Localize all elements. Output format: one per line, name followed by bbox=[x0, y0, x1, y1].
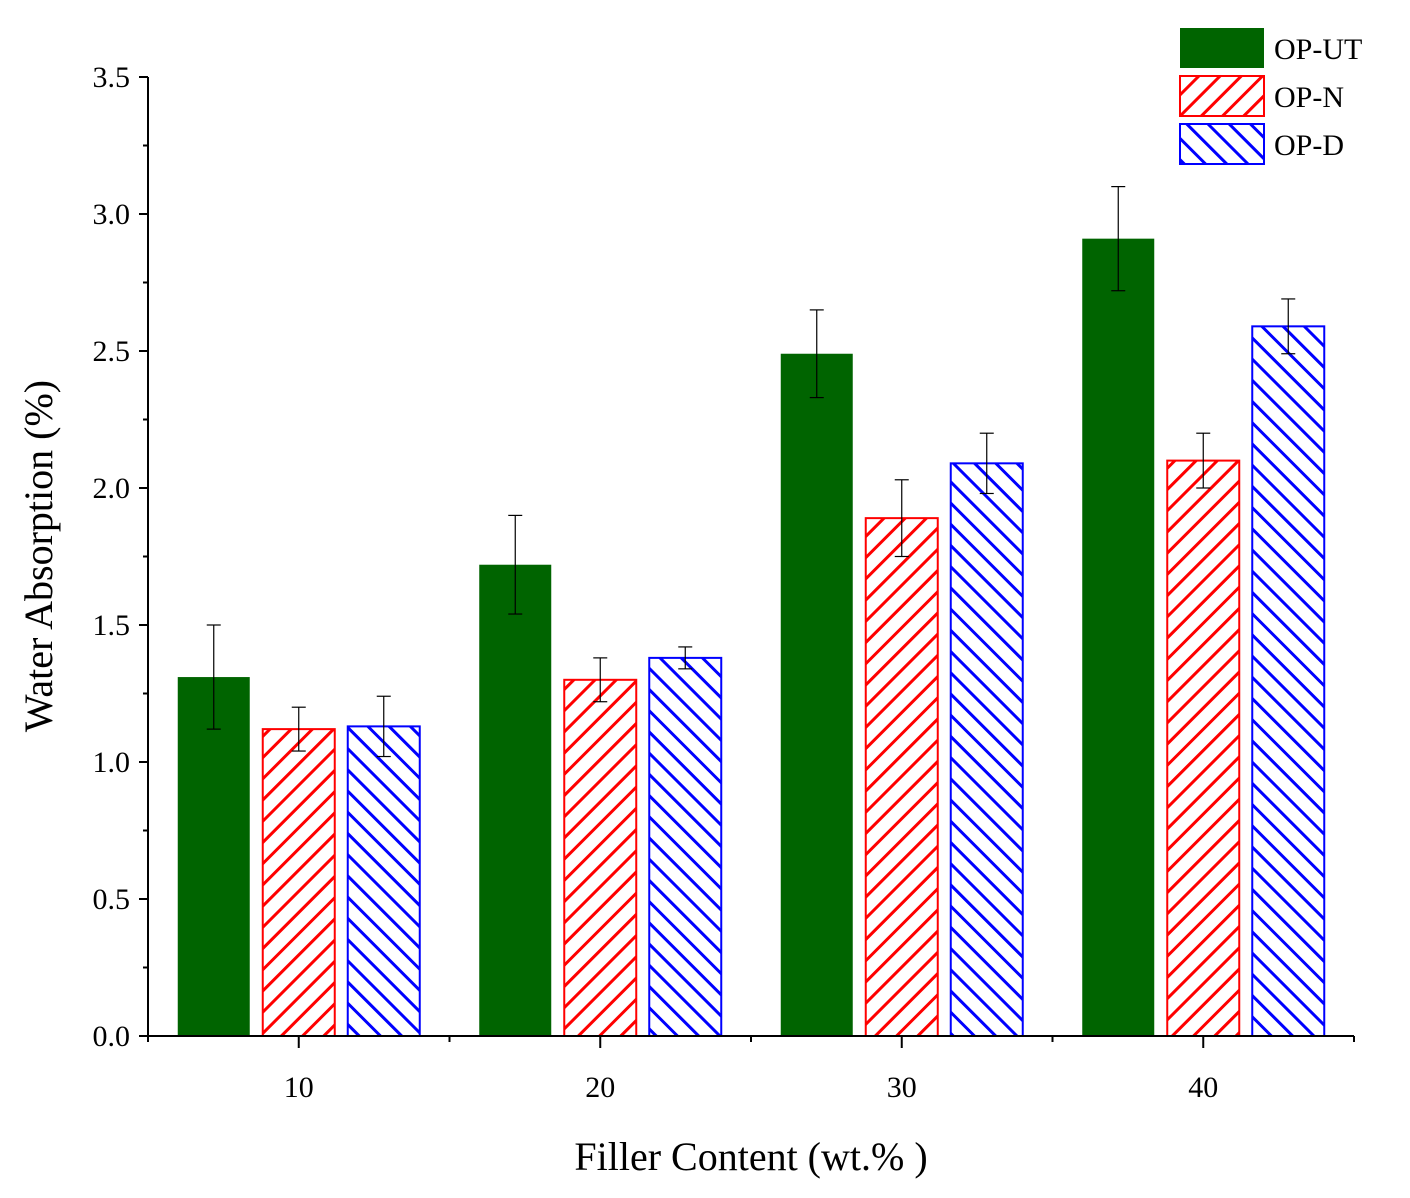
bar-op-n-10 bbox=[261, 728, 336, 1037]
legend-swatch-op-d bbox=[1179, 123, 1265, 165]
x-tick-label: 40 bbox=[1188, 1071, 1218, 1104]
bar-op-ut-20 bbox=[479, 564, 552, 1036]
y-tick-label: 2.5 bbox=[93, 335, 131, 368]
y-tick-label: 3.5 bbox=[93, 61, 131, 94]
y-tick-label: 1.5 bbox=[93, 609, 131, 642]
error-bar-op-d-40 bbox=[1281, 298, 1296, 355]
error-bar-op-n-30 bbox=[894, 479, 909, 558]
x-tick-label: 30 bbox=[887, 1071, 917, 1104]
error-bar-op-d-20 bbox=[678, 646, 693, 670]
bars-layer bbox=[177, 238, 1326, 1038]
y-axis-title: Water Absorption (%) bbox=[16, 380, 61, 732]
bar-op-ut-30 bbox=[780, 353, 853, 1036]
y-tick-label: 0.0 bbox=[93, 1020, 131, 1053]
bar-op-n-30 bbox=[864, 517, 939, 1037]
bar-op-n-20 bbox=[563, 678, 638, 1037]
bar-op-n-40 bbox=[1166, 459, 1241, 1038]
x-axis-title: Filler Content (wt.% ) bbox=[574, 1134, 927, 1179]
error-bar-op-n-10 bbox=[291, 706, 306, 752]
legend-label-op-d: OP-D bbox=[1274, 129, 1344, 162]
bar-op-d-10 bbox=[346, 725, 421, 1037]
legend-swatch-op-n bbox=[1179, 75, 1265, 117]
y-tick-label: 2.0 bbox=[93, 472, 131, 505]
legend-label-op-ut: OP-UT bbox=[1274, 33, 1362, 66]
legend-swatch-op-ut bbox=[1180, 28, 1264, 68]
legend: OP-UT OP-N OP-D bbox=[1179, 28, 1362, 165]
error-bar-op-d-30 bbox=[979, 432, 994, 495]
x-ticks: 10 20 30 40 bbox=[147, 1036, 1355, 1104]
bar-op-d-40 bbox=[1251, 325, 1326, 1037]
y-ticks: 0.0 0.5 1.0 1.5 2.0 2.5 3.0 3.5 bbox=[93, 61, 148, 1053]
error-bar-op-ut-40 bbox=[1111, 186, 1126, 292]
error-bar-op-d-10 bbox=[376, 695, 391, 758]
error-bar-op-n-20 bbox=[593, 657, 608, 703]
bar-op-d-20 bbox=[648, 656, 723, 1037]
x-tick-label: 10 bbox=[284, 1071, 314, 1104]
bar-op-ut-10 bbox=[177, 677, 250, 1036]
error-bar-op-ut-30 bbox=[809, 309, 824, 399]
bar-op-d-30 bbox=[949, 462, 1024, 1037]
x-tick-label: 20 bbox=[585, 1071, 615, 1104]
y-tick-label: 1.0 bbox=[93, 746, 131, 779]
error-bar-op-n-40 bbox=[1196, 432, 1211, 489]
error-bar-op-ut-10 bbox=[206, 624, 221, 730]
y-tick-label: 0.5 bbox=[93, 883, 131, 916]
legend-label-op-n: OP-N bbox=[1274, 81, 1344, 114]
error-bars-layer bbox=[206, 186, 1296, 758]
axes: 0.0 0.5 1.0 1.5 2.0 2.5 3.0 3.5 10 20 30 40 bbox=[93, 61, 1355, 1104]
y-tick-label: 3.0 bbox=[93, 198, 131, 231]
bar-op-ut-40 bbox=[1082, 238, 1155, 1036]
error-bar-op-ut-20 bbox=[508, 514, 523, 615]
